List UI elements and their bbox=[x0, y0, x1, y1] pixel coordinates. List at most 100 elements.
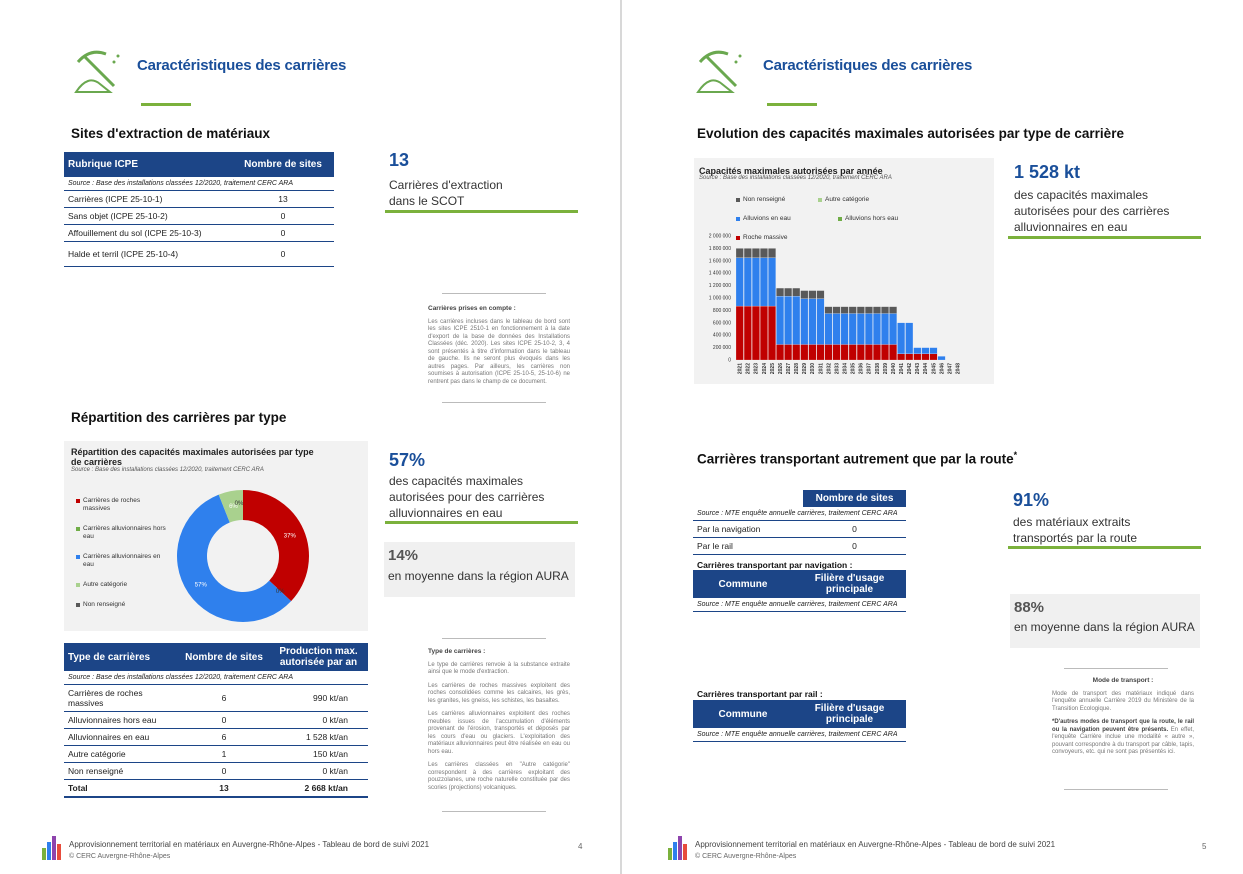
bar-segment bbox=[824, 313, 833, 345]
chart-legend: Non renseigné Autre catégorie Alluvions en… bbox=[736, 196, 986, 242]
donut-slice bbox=[243, 490, 309, 602]
cell: 0 bbox=[232, 224, 334, 242]
bar-segment bbox=[897, 353, 906, 361]
legend-item: Carrières alluvionnaires en eau bbox=[76, 553, 166, 569]
x-tick-label: 2032 bbox=[826, 363, 832, 374]
cell: Halde et terril (ICPE 25-10-4) bbox=[64, 241, 233, 267]
x-tick-label: 2042 bbox=[907, 363, 913, 374]
col-header: Filière d'usage principale bbox=[793, 700, 906, 728]
bar-segment bbox=[848, 306, 857, 314]
title-underline bbox=[767, 103, 817, 106]
cell: 0 bbox=[179, 762, 269, 780]
donut-chart: 37%0%57%6%0% bbox=[177, 490, 309, 622]
bar-segment bbox=[752, 248, 760, 258]
bar-segment bbox=[760, 248, 768, 258]
x-tick-label: 2034 bbox=[842, 363, 848, 374]
legend-swatch bbox=[736, 198, 740, 202]
x-tick-label: 2031 bbox=[818, 363, 824, 374]
x-tick-label: 2025 bbox=[770, 363, 776, 374]
section-title-transport: Carrières transportant autrement que par… bbox=[697, 450, 1017, 467]
col-header: Commune bbox=[693, 700, 793, 728]
y-tick-label: 1 600 000 bbox=[709, 258, 731, 264]
cell: Carrières de roches massives bbox=[64, 684, 179, 712]
legend-label: Alluvions hors eau bbox=[845, 215, 899, 222]
note-title: Type de carrières : bbox=[428, 648, 486, 655]
cell: 2 668 kt/an bbox=[269, 779, 368, 798]
bar-segment bbox=[808, 298, 817, 345]
donut-data-label: 37% bbox=[284, 534, 297, 540]
kpi-underline bbox=[385, 521, 578, 524]
cell: 13 bbox=[232, 190, 334, 208]
note-divider bbox=[442, 402, 546, 403]
note-divider bbox=[442, 293, 546, 294]
note-paragraph: Les carrières alluvionnaires exploitent … bbox=[428, 711, 570, 755]
legend-item: Alluvions hors eau bbox=[838, 215, 908, 223]
bar-segment bbox=[848, 313, 857, 345]
cell: 6 bbox=[179, 728, 269, 746]
kpi-text-repartition: des capacités maximales autorisées pour … bbox=[389, 473, 544, 521]
legend-label: Non renseigné bbox=[83, 601, 126, 608]
x-tick-label: 2039 bbox=[883, 363, 889, 374]
bar-segment bbox=[760, 257, 768, 307]
note-divider bbox=[442, 638, 546, 639]
cell: 1 528 kt/an bbox=[269, 728, 368, 746]
footer-text: Approvisionnement territorial en matéria… bbox=[69, 840, 430, 849]
page-title: Caractéristiques des carrières bbox=[137, 57, 347, 74]
bar-segment bbox=[784, 296, 793, 345]
bar-segment bbox=[881, 344, 889, 361]
table-row: Par la navigation 0 bbox=[693, 520, 906, 538]
bar-segment bbox=[832, 344, 841, 361]
kpi-line: transportés par la route bbox=[1013, 531, 1138, 545]
sites-table: Rubrique ICPE Nombre de sites Source : B… bbox=[64, 152, 334, 267]
legend-item: Autre catégorie bbox=[818, 196, 888, 204]
region-average-box: 88% en moyenne dans la région AURA bbox=[1010, 594, 1200, 648]
bar-segment bbox=[840, 306, 849, 314]
table-row: Autre catégorie 1 150 kt/an bbox=[64, 745, 368, 763]
bar-segment bbox=[816, 298, 825, 345]
bar-segment bbox=[865, 344, 873, 361]
note-paragraph: *D'autres modes de transport que la rout… bbox=[1052, 719, 1194, 757]
page-number: 5 bbox=[1202, 842, 1207, 851]
bar-segment bbox=[808, 344, 817, 361]
page-number: 4 bbox=[578, 842, 583, 851]
transport-table: Nombre de sites Source : MTE enquête ann… bbox=[693, 490, 906, 555]
bar-segment bbox=[735, 305, 744, 361]
cell: Non renseigné bbox=[64, 762, 179, 780]
legend-label: Carrières de roches massives bbox=[83, 497, 141, 512]
x-tick-label: 2033 bbox=[834, 363, 840, 374]
x-tick-label: 2040 bbox=[891, 363, 897, 374]
cerc-logo-icon bbox=[666, 834, 690, 862]
legend-swatch bbox=[736, 217, 740, 221]
cell: Alluvionnaires hors eau bbox=[64, 711, 179, 729]
rail-table: Commune Filière d'usage principale Sourc… bbox=[693, 700, 906, 742]
region-average-text: en moyenne dans la région AURA bbox=[388, 569, 569, 583]
x-tick-label: 2029 bbox=[802, 363, 808, 374]
cell: 0 bbox=[232, 207, 334, 225]
bar-segment bbox=[865, 313, 873, 345]
table-row: Carrières de roches massives 6 990 kt/an bbox=[64, 684, 368, 712]
bar-segment bbox=[832, 313, 841, 345]
x-tick-label: 2027 bbox=[786, 363, 792, 374]
table-row: Carrières (ICPE 25-10-1) 13 bbox=[64, 190, 334, 208]
legend-item: Carrières alluvionnaires hors eau bbox=[76, 525, 166, 541]
legend-label: Autre catégorie bbox=[825, 196, 870, 203]
note-paragraph: Les carrières classées en "Autre catégor… bbox=[428, 762, 570, 791]
bar-segment bbox=[792, 296, 801, 345]
kpi-line: autorisées pour des carrières bbox=[389, 490, 545, 504]
kpi-line: autorisées pour des carrières bbox=[1014, 204, 1170, 218]
legend-item: Alluvions en eau bbox=[736, 215, 826, 223]
kpi-line: des matériaux extraits bbox=[1013, 515, 1131, 529]
bar-segment bbox=[856, 313, 865, 345]
col-header: Rubrique ICPE bbox=[64, 152, 233, 177]
legend-item: Autre catégorie bbox=[76, 581, 166, 589]
cell: 0 bbox=[179, 711, 269, 729]
legend-label: Carrières alluvionnaires en eau bbox=[83, 553, 161, 568]
bar-segment bbox=[913, 347, 922, 354]
bar-segment bbox=[735, 257, 744, 307]
legend-swatch bbox=[76, 499, 80, 503]
note-paragraph: Les carrières de roches massives exploit… bbox=[428, 682, 570, 704]
bar-segment bbox=[792, 344, 801, 361]
table-source: Source : MTE enquête annuelle carrières,… bbox=[693, 598, 906, 612]
note-paragraph: Le type de carrières renvoie à la substa… bbox=[428, 661, 570, 676]
region-average-text: en moyenne dans la région AURA bbox=[1014, 620, 1195, 634]
